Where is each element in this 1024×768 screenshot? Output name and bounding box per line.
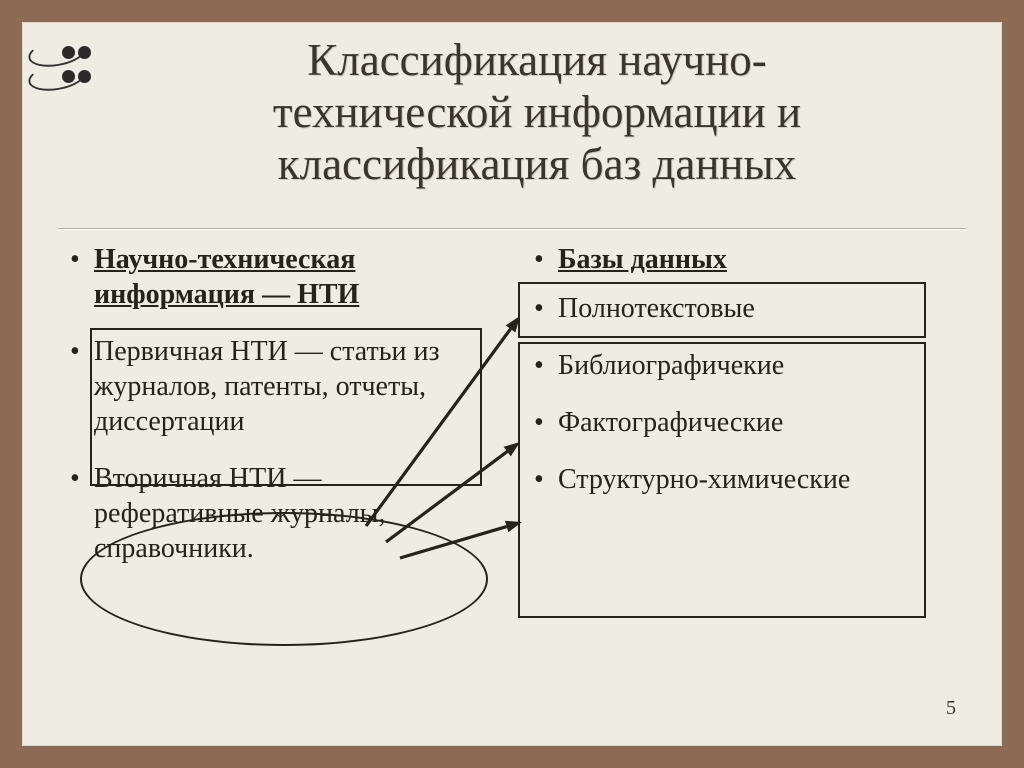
right-item-3: Фактографические bbox=[530, 405, 958, 440]
right-heading: Базы данных bbox=[530, 242, 958, 277]
left-item-1: Первичная НТИ — статьи из журналов, пате… bbox=[66, 334, 494, 439]
right-column: Базы данных Полнотекстовые Библиографиче… bbox=[512, 242, 958, 696]
content-columns: Научно-техническая информация — НТИ Перв… bbox=[66, 242, 958, 696]
page-number: 5 bbox=[946, 697, 956, 720]
left-heading-text: Научно-техническая информация — НТИ bbox=[94, 244, 359, 310]
right-item-4: Структурно-химические bbox=[530, 462, 958, 497]
right-heading-text: Базы данных bbox=[558, 244, 727, 275]
title-line-2: технической информации и bbox=[112, 86, 962, 138]
right-item-2: Библиографичекие bbox=[530, 348, 958, 383]
left-heading: Научно-техническая информация — НТИ bbox=[66, 242, 494, 312]
notebook-spiral bbox=[58, 40, 98, 100]
left-column: Научно-техническая информация — НТИ Перв… bbox=[66, 242, 512, 696]
title-divider bbox=[58, 228, 966, 230]
left-item-2: Вторичная НТИ — реферативные журналы, сп… bbox=[66, 461, 494, 566]
slide-title: Классификация научно- технической информ… bbox=[112, 34, 962, 190]
title-line-1: Классификация научно- bbox=[112, 34, 962, 86]
right-item-1: Полнотекстовые bbox=[530, 291, 958, 326]
slide: Классификация научно- технической информ… bbox=[22, 22, 1002, 746]
outer-frame: Классификация научно- технической информ… bbox=[0, 0, 1024, 768]
title-line-3: классификация баз данных bbox=[112, 138, 962, 190]
